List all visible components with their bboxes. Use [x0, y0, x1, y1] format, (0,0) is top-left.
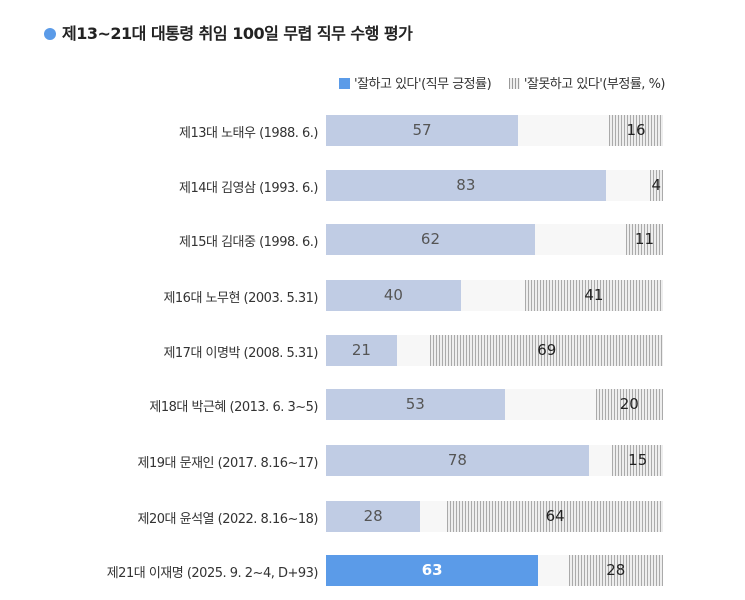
bar-negative: 16: [609, 115, 663, 146]
legend-negative: '잘못하고 있다'(부정률, %): [523, 77, 666, 92]
bar-row: 제15대 김대중 (1998. 6.) 62 11: [0, 224, 745, 255]
bar-row: 제17대 이명박 (2008. 5.31) 21 69: [0, 335, 745, 366]
bar-row: 제16대 노무현 (2003. 5.31) 40 41: [0, 280, 745, 311]
bar-positive: 40: [326, 280, 461, 311]
bar-row: 제13대 노태우 (1988. 6.) 57 16: [0, 115, 745, 146]
bar-track: 62 11: [326, 224, 663, 255]
bar-negative: 64: [447, 501, 663, 532]
bar-positive: 63: [326, 555, 539, 586]
data-label-positive: 21: [351, 341, 371, 359]
legend-positive: '잘하고 있다'(직무 긍정률): [354, 77, 492, 92]
data-label-positive: 28: [363, 507, 383, 525]
bar-track: 53 20: [326, 389, 663, 420]
legend: '잘하고 있다'(직무 긍정률) '잘못하고 있다'(부정률, %): [339, 73, 666, 92]
bar-negative: 11: [625, 224, 663, 255]
data-label-negative: 41: [584, 286, 604, 304]
category-label: 제13대 노태우 (1988. 6.): [178, 126, 319, 141]
bullet-icon: [44, 28, 56, 40]
data-label-negative: 69: [537, 341, 557, 359]
bar-positive: 83: [326, 170, 606, 201]
bar-row: 제18대 박근혜 (2013. 6. 3~5) 53 20: [0, 389, 745, 420]
data-label-positive: 40: [383, 286, 403, 304]
bar-row: 제20대 윤석열 (2022. 8.16~18) 28 64: [0, 501, 745, 532]
bar-track: 78 15: [326, 445, 663, 476]
category-label: 제21대 이재명 (2025. 9. 2~4, D+93): [106, 566, 319, 581]
bar-positive: 21: [326, 335, 397, 366]
data-label-positive: 63: [421, 561, 443, 579]
bar-positive: 57: [326, 115, 519, 146]
bar-negative: 69: [430, 335, 663, 366]
bar-row: 제14대 김영삼 (1993. 6.) 83 4: [0, 170, 745, 201]
category-label: 제17대 이명박 (2008. 5.31): [163, 346, 318, 361]
legend-swatch-positive: [339, 78, 351, 89]
category-label: 제14대 김영삼 (1993. 6.): [178, 181, 319, 196]
bar-track: 28 64: [326, 501, 663, 532]
data-label-negative: 28: [606, 561, 626, 579]
bar-negative: 41: [524, 280, 663, 311]
bar-negative: 4: [649, 170, 663, 201]
bar-positive: 62: [326, 224, 535, 255]
data-label-negative: 64: [545, 507, 565, 525]
category-label: 제15대 김대중 (1998. 6.): [178, 235, 319, 250]
bar-track: 57 16: [326, 115, 663, 146]
bar-positive: 78: [326, 445, 589, 476]
data-label-positive: 78: [447, 451, 467, 469]
category-label: 제16대 노무현 (2003. 5.31): [163, 291, 318, 306]
data-label-negative: 20: [619, 395, 639, 413]
bar-track: 40 41: [326, 280, 663, 311]
bar-negative: 15: [612, 445, 663, 476]
category-label: 제19대 문재인 (2017. 8.16~17): [137, 456, 319, 471]
bar-negative: 20: [595, 389, 663, 420]
category-label: 제18대 박근혜 (2013. 6. 3~5): [149, 400, 318, 415]
chart-title: 제13~21대 대통령 취임 100일 무렵 직무 수행 평가: [44, 20, 413, 44]
data-label-positive: 62: [420, 230, 441, 248]
data-label-negative: 15: [628, 451, 648, 469]
category-label: 제20대 윤석열 (2022. 8.16~18): [137, 512, 319, 527]
bar-row: 제19대 문재인 (2017. 8.16~17) 78 15: [0, 445, 745, 476]
data-label-negative: 4: [651, 176, 662, 194]
bar-track: 21 69: [326, 335, 663, 366]
bar-row: 제21대 이재명 (2025. 9. 2~4, D+93) 63 28: [0, 555, 745, 586]
bar-track: 83 4: [326, 170, 663, 201]
data-label-positive: 57: [412, 121, 432, 139]
legend-swatch-negative: [508, 78, 520, 89]
data-label-positive: 83: [456, 176, 476, 194]
data-label-negative: 11: [634, 230, 655, 248]
bar-track: 63 28: [326, 555, 663, 586]
data-label-negative: 16: [626, 121, 646, 139]
bar-positive: 28: [326, 501, 421, 532]
data-label-positive: 53: [405, 395, 425, 413]
bar-positive: 53: [326, 389, 505, 420]
bar-negative: 28: [568, 555, 663, 586]
